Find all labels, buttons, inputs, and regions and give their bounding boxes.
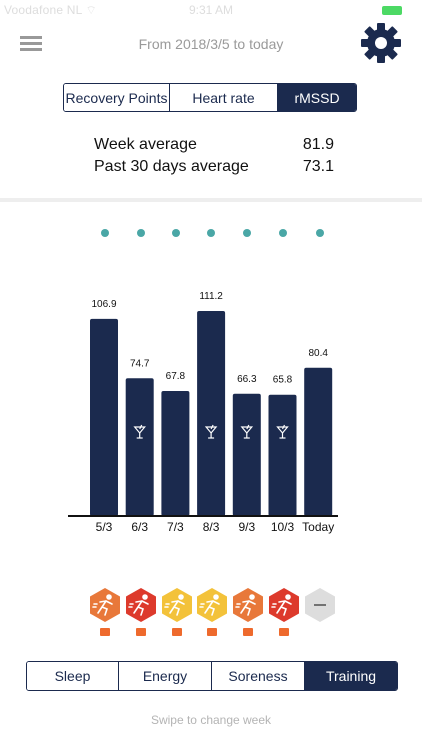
bar-value-label: 111.2 xyxy=(199,291,223,302)
training-badge[interactable] xyxy=(266,587,302,623)
rmssd-bar-chart: 106.9 5/3 74.7 6/3 67.8 7/3 111.2 8/3 66.3 9/3 65.… xyxy=(68,291,338,534)
training-logged-mark xyxy=(135,628,146,636)
running-person-icon xyxy=(92,594,113,616)
status-time: 9:31 AM xyxy=(188,3,234,17)
bar-value-label: 80.4 xyxy=(308,348,328,359)
date-range-title: From 2018/3/5 to today xyxy=(138,36,284,52)
day-dot xyxy=(207,229,215,237)
running-person-icon xyxy=(271,594,292,616)
training-badge[interactable] xyxy=(194,587,230,623)
gear-icon[interactable] xyxy=(360,22,402,64)
day-dot xyxy=(243,229,251,237)
tab-training[interactable]: Training xyxy=(305,662,397,690)
bar-value-label: 74.7 xyxy=(130,358,150,369)
day-dot xyxy=(172,229,180,237)
section-divider xyxy=(0,198,422,202)
cocktail-glass-icon xyxy=(133,424,146,439)
tab-soreness[interactable]: Soreness xyxy=(212,662,305,690)
training-logged-mark xyxy=(100,628,110,636)
carrier-label: Voodafone NL ⌔ xyxy=(4,3,98,17)
hamburger-menu-icon[interactable] xyxy=(20,36,42,52)
training-logged-mark xyxy=(243,628,254,636)
training-badge[interactable] xyxy=(87,587,123,623)
tab-rmssd[interactable]: rMSSD xyxy=(278,84,356,111)
cocktail-glass-icon xyxy=(240,424,254,439)
training-badge[interactable] xyxy=(159,587,195,623)
bar-value-label: 65.8 xyxy=(273,375,293,386)
running-person-icon xyxy=(199,594,221,616)
metric-tabs: Recovery Points Heart rate rMSSD xyxy=(63,83,357,112)
chart-bar xyxy=(232,393,261,516)
week-average-label: Week average xyxy=(94,136,197,153)
day-dot xyxy=(137,229,145,237)
tab-recovery-points[interactable]: Recovery Points xyxy=(64,84,170,111)
x-tick-label: 6/3 xyxy=(131,520,148,534)
status-bar: Voodafone NL ⌔ 9:31 AM xyxy=(0,0,422,22)
bar-value-label: 67.8 xyxy=(166,371,186,382)
training-logged-mark xyxy=(207,628,218,636)
day-dot xyxy=(316,229,324,237)
tab-sleep[interactable]: Sleep xyxy=(27,662,119,690)
month-average-label: Past 30 days average xyxy=(94,158,249,175)
x-tick-label: Today xyxy=(302,520,334,534)
x-tick-label: 10/3 xyxy=(271,520,295,534)
running-person-icon xyxy=(163,594,185,616)
training-badge[interactable] xyxy=(302,587,338,623)
day-dot xyxy=(101,229,109,237)
chart-bar xyxy=(125,378,154,516)
bar-value-label: 106.9 xyxy=(91,299,116,310)
cocktail-glass-icon xyxy=(204,424,218,439)
training-logged-mark xyxy=(279,628,289,636)
x-tick-label: 5/3 xyxy=(96,520,113,534)
average-stats: Week average 81.9 Past 30 days average 7… xyxy=(94,136,334,180)
day-dot xyxy=(279,229,287,237)
bar-value-label: 66.3 xyxy=(237,374,257,385)
week-average-value: 81.9 xyxy=(302,136,334,153)
training-badge[interactable] xyxy=(230,587,266,623)
training-logged-mark xyxy=(171,628,182,636)
running-person-icon xyxy=(127,594,149,616)
training-badges xyxy=(87,587,347,637)
tab-heart-rate[interactable]: Heart rate xyxy=(170,84,278,111)
tab-energy[interactable]: Energy xyxy=(119,662,212,690)
month-average-value: 73.1 xyxy=(302,158,334,175)
swipe-hint: Swipe to change week xyxy=(150,713,272,727)
chart-bar xyxy=(161,391,190,516)
training-badge[interactable] xyxy=(123,587,159,623)
running-person-icon xyxy=(235,594,256,616)
chart-bar xyxy=(268,394,297,516)
x-tick-label: 7/3 xyxy=(167,520,184,534)
x-tick-label: 8/3 xyxy=(203,520,220,534)
chart-bar xyxy=(90,318,118,516)
chart-bar xyxy=(304,367,333,516)
battery-icon xyxy=(382,6,402,15)
cocktail-glass-icon xyxy=(276,424,289,439)
category-tabs: Sleep Energy Soreness Training xyxy=(26,661,398,691)
chart-bar xyxy=(197,311,226,516)
x-tick-label: 9/3 xyxy=(238,520,255,534)
